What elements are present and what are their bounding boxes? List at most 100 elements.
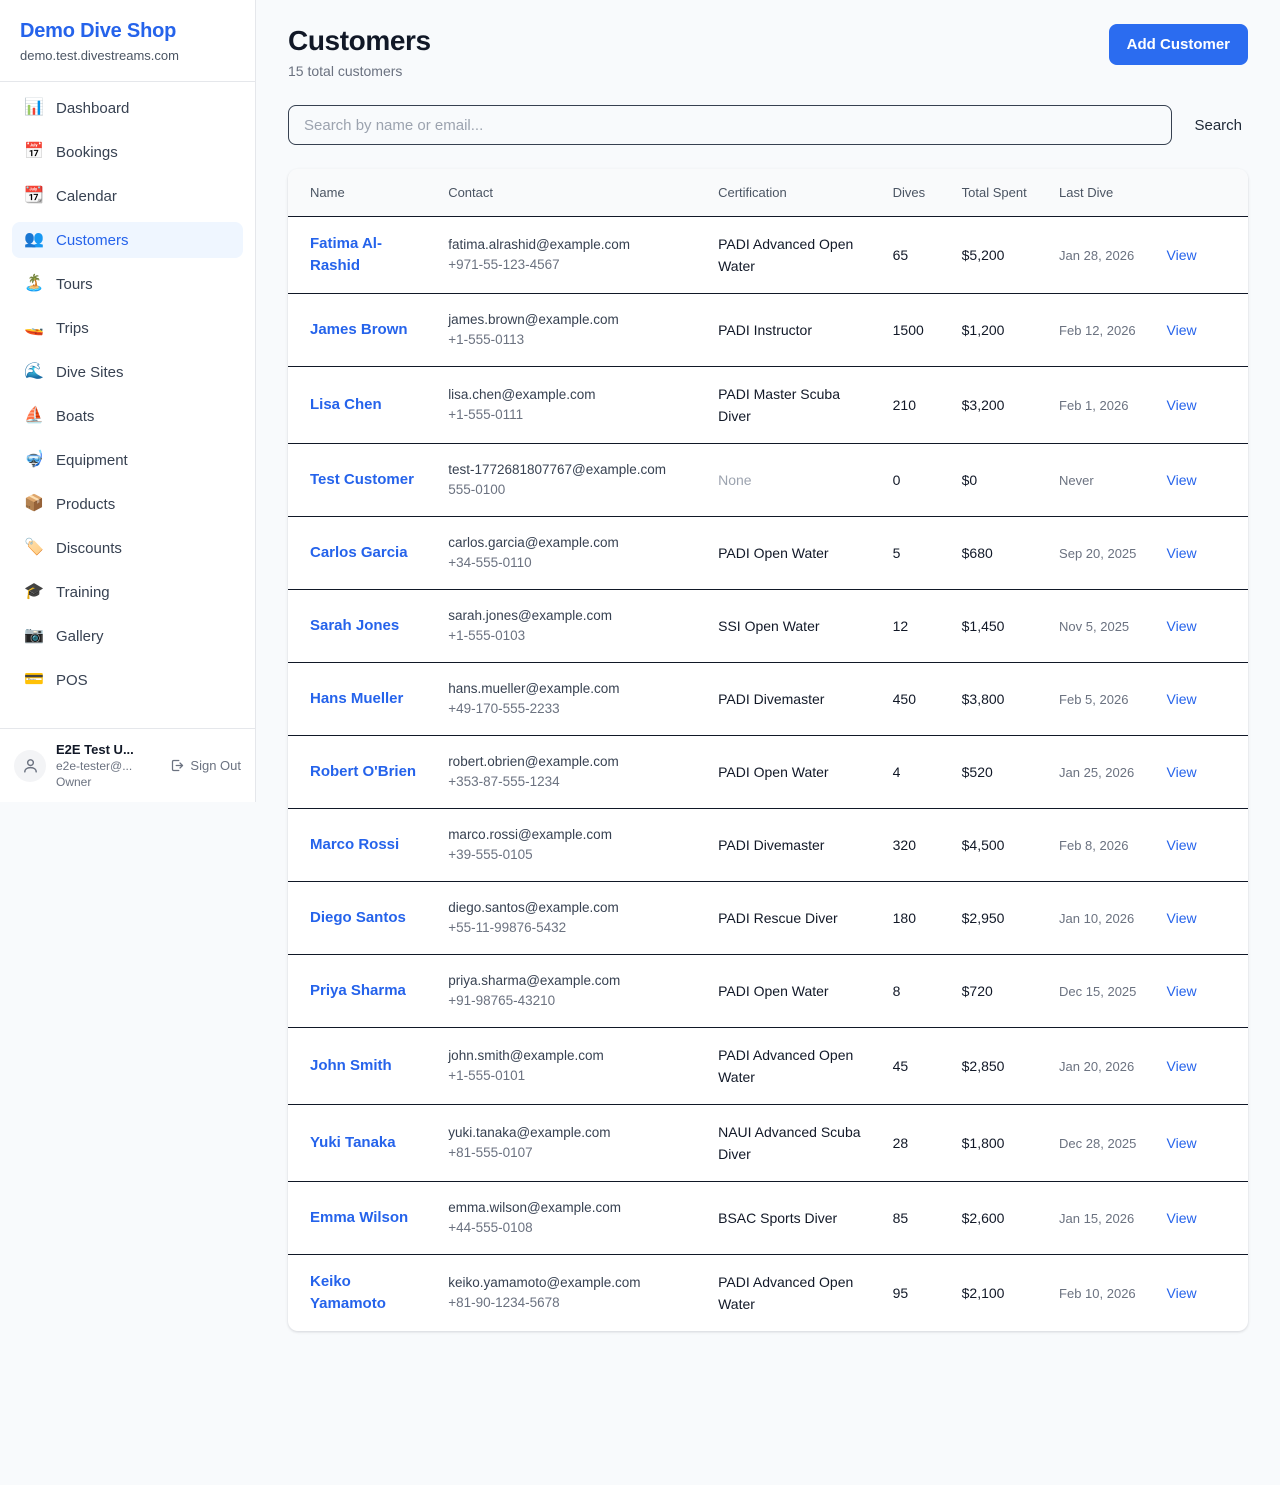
sidebar-item-products[interactable]: 📦 Products (12, 486, 243, 522)
column-header-name[interactable]: Name (288, 169, 439, 217)
column-header-dives[interactable]: Dives (882, 169, 952, 217)
add-customer-button[interactable]: Add Customer (1108, 24, 1248, 65)
cell-last-dive: Feb 10, 2026 (1059, 1285, 1136, 1301)
customer-name-link[interactable]: Carlos Garcia (310, 544, 408, 561)
customer-name-link[interactable]: Keiko Yamamoto (310, 1273, 386, 1312)
customer-name-link[interactable]: Diego Santos (310, 909, 406, 926)
view-link[interactable]: View (1166, 1285, 1197, 1301)
cell-certification: PADI Rescue Diver (708, 881, 883, 955)
column-header-contact[interactable]: Contact (438, 169, 709, 217)
sidebar-item-discounts[interactable]: 🏷️ Discounts (12, 530, 243, 566)
customer-email: keiko.yamamoto@example.com (448, 1275, 641, 1290)
view-link[interactable]: View (1166, 983, 1197, 999)
sidebar-item-label: Tours (56, 275, 93, 293)
customer-name-link[interactable]: Robert O'Brien (310, 763, 417, 780)
cell-name: Priya Sharma (288, 954, 439, 1028)
table-row: Sarah Jones sarah.jones@example.com +1-555… (288, 589, 1248, 663)
avatar (14, 749, 46, 782)
sidebar-item-training[interactable]: 🎓 Training (12, 574, 243, 610)
customer-name-link[interactable]: Marco Rossi (310, 836, 400, 853)
sign-out-icon (172, 759, 184, 772)
customer-name-link[interactable]: Lisa Chen (310, 396, 382, 413)
customer-phone: +81-90-1234-5678 (448, 1295, 560, 1310)
customer-email: priya.sharma@example.com (448, 973, 621, 988)
customer-name-link[interactable]: Test Customer (310, 471, 414, 488)
sidebar-item-tours[interactable]: 🏝️ Tours (12, 266, 243, 302)
customer-name-link[interactable]: Yuki Tanaka (310, 1134, 396, 1151)
view-link[interactable]: View (1166, 472, 1197, 488)
view-link[interactable]: View (1166, 322, 1197, 338)
cell-certification: PADI Open Water (708, 516, 883, 590)
sidebar-item-bookings[interactable]: 📅 Bookings (12, 134, 243, 170)
cell-contact: priya.sharma@example.com +91-98765-43210 (438, 954, 709, 1028)
view-link[interactable]: View (1166, 1058, 1197, 1074)
column-header-total-spent[interactable]: Total Spent (951, 169, 1050, 217)
view-link[interactable]: View (1166, 691, 1197, 707)
sidebar-item-equipment[interactable]: 🤿 Equipment (12, 442, 243, 478)
view-link[interactable]: View (1166, 910, 1197, 926)
sidebar-item-dashboard[interactable]: 📊 Dashboard (12, 90, 243, 126)
sidebar-item-calendar[interactable]: 📆 Calendar (12, 178, 243, 214)
customer-phone: +44-555-0108 (448, 1220, 533, 1235)
island-icon: 🏝️ (24, 275, 44, 292)
sidebar-item-boats[interactable]: ⛵ Boats (12, 398, 243, 434)
search-input[interactable] (288, 105, 1173, 145)
customer-email: marco.rossi@example.com (448, 827, 612, 842)
sidebar-nav: 📊 Dashboard 📅 Bookings 📆 Calendar 👥 Customers 🏝️… (0, 82, 255, 728)
view-link[interactable]: View (1166, 397, 1197, 413)
customer-name-link[interactable]: Emma Wilson (310, 1209, 409, 1226)
cell-name: Emma Wilson (288, 1181, 439, 1255)
graduation-cap-icon: 🎓 (24, 583, 44, 600)
cell-dives: 180 (882, 881, 952, 955)
sidebar-item-pos[interactable]: 💳 POS (12, 662, 243, 698)
search-row: Search (288, 105, 1248, 145)
cell-total-spent: $1,800 (951, 1104, 1050, 1182)
package-icon: 📦 (24, 495, 44, 512)
table-row: Hans Mueller hans.mueller@example.com +49-… (288, 662, 1248, 736)
column-header-last-dive[interactable]: Last Dive (1049, 169, 1151, 217)
cell-contact: hans.mueller@example.com +49-170-555-2233 (438, 662, 709, 736)
view-link[interactable]: View (1166, 1210, 1197, 1226)
tag-icon: 🏷️ (24, 539, 44, 556)
sidebar-item-dive-sites[interactable]: 🌊 Dive Sites (12, 354, 243, 390)
cell-certification: SSI Open Water (708, 589, 883, 663)
customer-phone: +39-555-0105 (448, 847, 533, 862)
customer-name-link[interactable]: John Smith (310, 1057, 392, 1074)
column-header-certification[interactable]: Certification (708, 169, 883, 217)
customer-name-link[interactable]: James Brown (310, 321, 408, 338)
sidebar-item-trips[interactable]: 🚤 Trips (12, 310, 243, 346)
customer-name-link[interactable]: Fatima Al-Rashid (310, 235, 382, 274)
sidebar-item-gallery[interactable]: 📷 Gallery (12, 618, 243, 654)
certification-value: None (718, 472, 752, 488)
view-link[interactable]: View (1166, 837, 1197, 853)
cell-name: Keiko Yamamoto (288, 1255, 438, 1332)
customer-name-link[interactable]: Hans Mueller (310, 690, 404, 707)
cell-actions: View (1150, 293, 1248, 367)
cell-contact: marco.rossi@example.com +39-555-0105 (438, 808, 709, 882)
view-link[interactable]: View (1166, 545, 1197, 561)
cell-dives: 320 (882, 808, 952, 882)
table-row: Emma Wilson emma.wilson@example.com +44-55… (288, 1181, 1248, 1255)
customer-name-link[interactable]: Sarah Jones (310, 617, 400, 634)
cell-certification: PADI Open Water (708, 735, 883, 809)
cell-name: John Smith (288, 1027, 439, 1105)
cell-actions: View (1150, 881, 1248, 955)
table-row: Fatima Al-Rashid fatima.alrashid@example.… (288, 216, 1248, 294)
search-button[interactable]: Search (1188, 109, 1248, 142)
view-link[interactable]: View (1166, 618, 1197, 634)
customer-email: hans.mueller@example.com (448, 681, 620, 696)
cell-actions: View (1150, 443, 1248, 517)
certification-value: PADI Instructor (718, 322, 812, 338)
customer-name-link[interactable]: Priya Sharma (310, 982, 406, 999)
view-link[interactable]: View (1166, 764, 1197, 780)
cell-certification: PADI Master Scuba Diver (708, 366, 883, 444)
cell-actions: View (1150, 216, 1248, 294)
sign-out-button[interactable]: Sign Out (170, 758, 241, 773)
sidebar-item-label: Calendar (56, 187, 117, 205)
view-link[interactable]: View (1166, 247, 1197, 263)
sidebar-item-customers[interactable]: 👥 Customers (12, 222, 243, 258)
customers-table: Name Contact Certification Dives Total S… (288, 169, 1248, 1331)
view-link[interactable]: View (1166, 1135, 1197, 1151)
brand-domain: demo.test.divestreams.com (20, 48, 179, 63)
cell-contact: robert.obrien@example.com +353-87-555-123… (438, 735, 709, 809)
